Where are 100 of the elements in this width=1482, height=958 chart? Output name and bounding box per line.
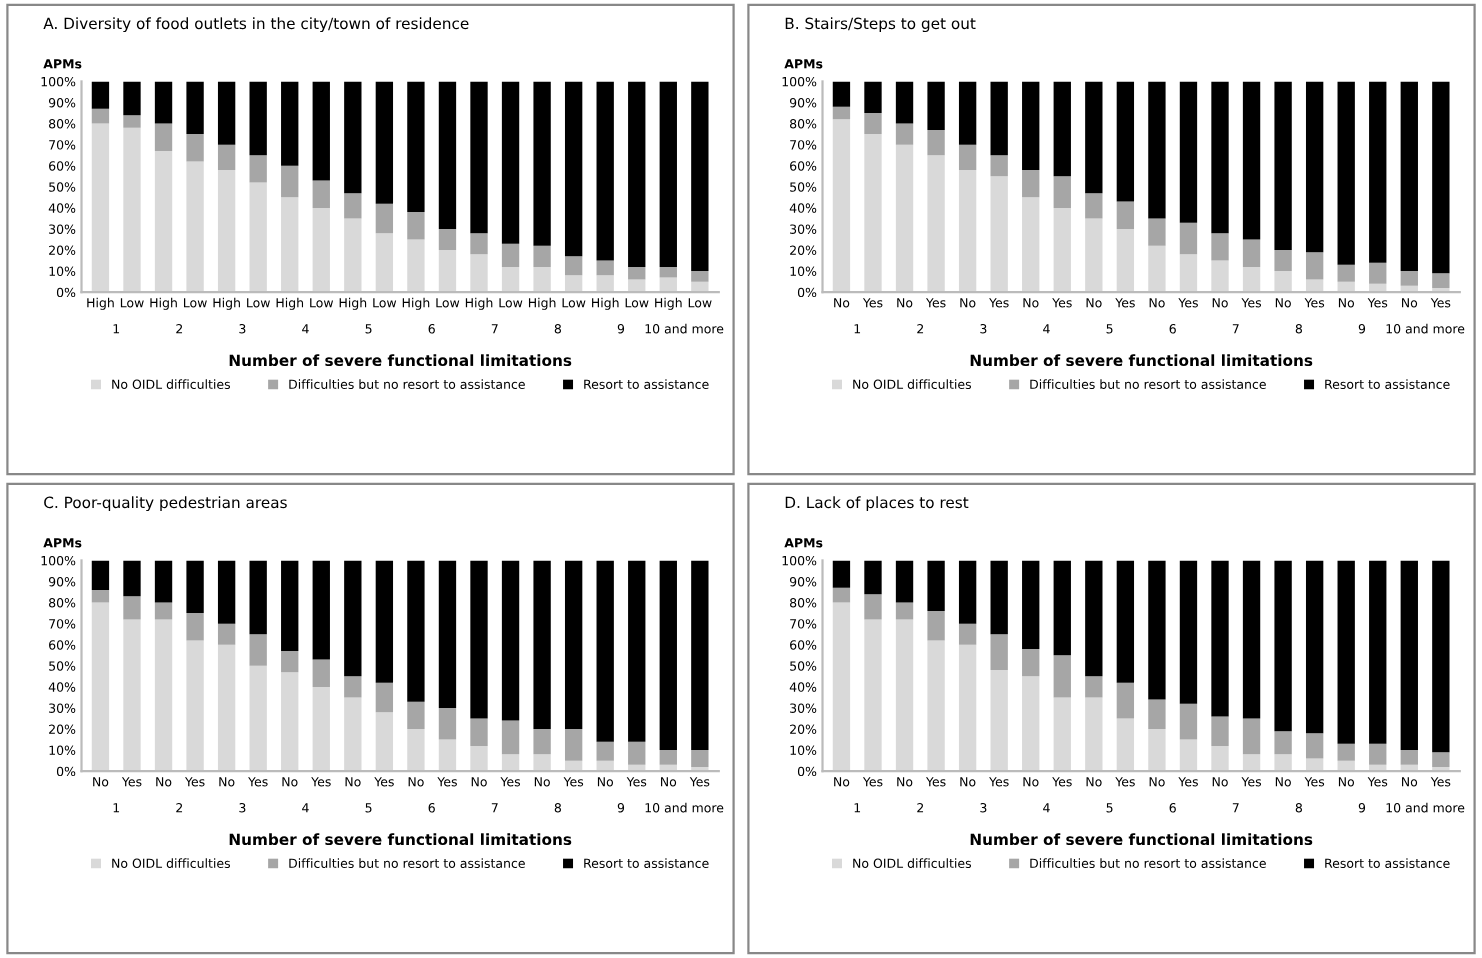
bar — [1369, 262, 1387, 284]
bar — [438, 228, 457, 251]
bar — [1053, 560, 1071, 656]
bar — [438, 707, 457, 740]
bar — [1022, 648, 1040, 677]
bar — [832, 560, 851, 588]
bar — [1022, 676, 1040, 772]
bar — [990, 81, 1008, 156]
bar — [407, 212, 425, 240]
bar — [990, 560, 1008, 635]
bar — [123, 596, 141, 620]
bar — [958, 560, 977, 624]
bar — [1432, 81, 1450, 274]
bar — [154, 81, 173, 124]
bar — [895, 602, 914, 620]
bar — [407, 239, 425, 293]
bar — [249, 560, 267, 635]
bar — [1305, 252, 1324, 280]
bar — [958, 169, 977, 293]
bar — [407, 701, 425, 730]
bar — [1274, 731, 1292, 755]
bar — [186, 613, 204, 641]
bar — [1274, 754, 1292, 772]
bar — [691, 750, 709, 767]
bar — [564, 560, 583, 730]
bar — [123, 560, 141, 597]
bar — [91, 589, 110, 603]
bar — [1211, 81, 1229, 234]
bar — [281, 672, 299, 772]
bar — [186, 640, 204, 772]
bar — [312, 180, 330, 208]
bar — [533, 81, 551, 246]
bar — [628, 560, 646, 742]
bar — [1369, 81, 1387, 263]
bar — [407, 81, 425, 213]
bar — [1305, 733, 1324, 759]
bar — [1432, 752, 1450, 767]
bar — [832, 106, 851, 120]
bar — [533, 729, 551, 755]
bar — [312, 686, 330, 772]
bar — [927, 611, 945, 641]
bar — [1085, 697, 1103, 772]
bar — [375, 203, 394, 234]
bar — [659, 277, 677, 293]
bar — [154, 123, 173, 151]
bar — [533, 754, 551, 772]
bar — [375, 712, 394, 772]
bar — [1242, 266, 1261, 293]
bar — [154, 602, 173, 620]
bar — [1369, 743, 1387, 765]
bar — [1400, 750, 1418, 765]
bar — [1148, 699, 1166, 730]
bar — [628, 266, 646, 280]
bar — [91, 108, 110, 124]
bar — [1053, 655, 1071, 698]
bar — [564, 256, 583, 276]
bar — [91, 123, 110, 293]
bar — [1053, 176, 1071, 208]
bar — [501, 243, 520, 267]
bar — [1116, 81, 1135, 202]
bar — [659, 81, 677, 267]
bar — [927, 560, 945, 612]
bar — [832, 587, 851, 603]
bar — [1179, 254, 1198, 293]
bar — [249, 155, 267, 183]
bar — [895, 560, 914, 603]
bar — [1305, 560, 1324, 734]
bar — [1242, 81, 1261, 240]
bar — [312, 560, 330, 660]
bar — [438, 560, 457, 708]
bar — [1305, 81, 1324, 253]
bar — [832, 81, 851, 107]
bar — [596, 275, 614, 293]
bar — [217, 169, 236, 293]
bar — [501, 266, 520, 293]
bar — [927, 155, 945, 293]
bar — [281, 197, 299, 293]
bar — [91, 560, 110, 590]
bar — [438, 739, 457, 772]
bar — [1432, 273, 1450, 288]
bar — [217, 560, 236, 624]
bar — [249, 634, 267, 666]
bar — [1053, 697, 1071, 772]
bar — [927, 81, 945, 130]
bar — [1242, 754, 1261, 772]
bar — [344, 193, 362, 219]
bar — [470, 81, 488, 234]
bar — [990, 176, 1008, 293]
bar — [691, 560, 709, 751]
bar — [1242, 239, 1261, 267]
bar — [470, 745, 488, 772]
bar — [832, 119, 851, 293]
bar — [1211, 560, 1229, 717]
bar — [958, 644, 977, 772]
bar — [344, 560, 362, 677]
bar — [407, 729, 425, 772]
bar — [1274, 560, 1292, 732]
bar — [659, 560, 677, 751]
bar — [1432, 560, 1450, 753]
bar — [154, 150, 173, 293]
